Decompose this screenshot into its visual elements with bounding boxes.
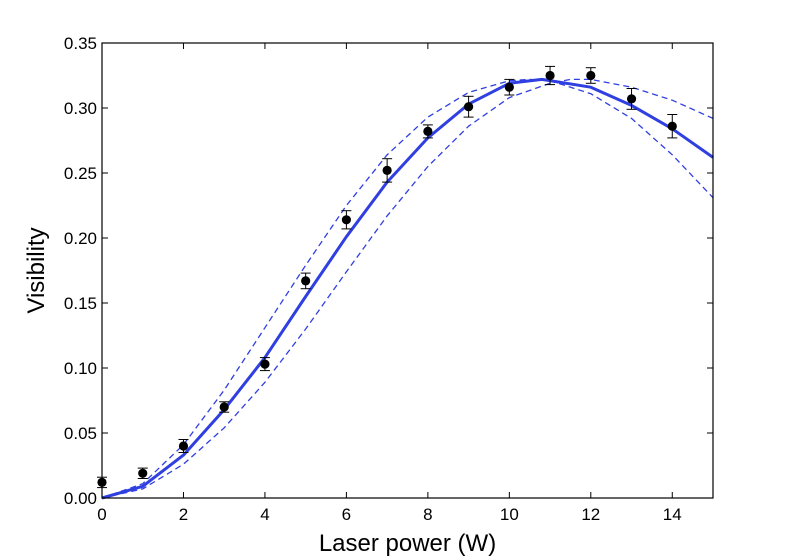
data-point-11 bbox=[545, 70, 555, 81]
data-point-3 bbox=[219, 402, 229, 412]
data-point-5 bbox=[301, 276, 311, 286]
data-point-7 bbox=[382, 165, 392, 175]
data-point-8 bbox=[423, 126, 433, 136]
data-point-4 bbox=[260, 359, 270, 369]
data-point-12 bbox=[586, 70, 596, 81]
x-tick-label-5: 10 bbox=[500, 505, 519, 524]
x-tick-label-3: 6 bbox=[342, 505, 351, 524]
data-point-2 bbox=[178, 441, 189, 451]
x-axis-label: Laser power (W) bbox=[319, 530, 496, 557]
y-tick-label-4: 0.20 bbox=[64, 229, 97, 248]
x-tick-label-4: 8 bbox=[423, 505, 432, 524]
x-tick-label-6: 12 bbox=[581, 505, 600, 524]
plot-frame bbox=[101, 42, 714, 499]
y-tick-label-3: 0.15 bbox=[64, 294, 97, 313]
data-point-13 bbox=[626, 94, 637, 104]
x-tick-label-0: 0 bbox=[97, 505, 106, 524]
data-point-9 bbox=[464, 102, 474, 112]
y-axis-label: Visibility bbox=[23, 227, 50, 313]
fit-curves bbox=[101, 77, 714, 500]
x-tick-label-2: 4 bbox=[260, 505, 269, 524]
data-point-1 bbox=[138, 468, 148, 478]
data-point-6 bbox=[341, 215, 351, 225]
fit-curve-dashed-2 bbox=[101, 78, 714, 499]
y-axis-ticks: 0.00 0.05 0.10 0.15 0.20 0.25 0.30 0.35 bbox=[64, 34, 713, 508]
y-tick-label-1: 0.05 bbox=[64, 424, 97, 443]
x-tick-label-1: 2 bbox=[179, 505, 188, 524]
fit-curve-dashed-1 bbox=[101, 78, 714, 499]
x-axis-ticks: 0 2 4 6 8 10 12 14 bbox=[97, 43, 682, 524]
y-tick-label-0: 0.00 bbox=[64, 489, 97, 508]
data-point-10 bbox=[504, 82, 514, 92]
fit-curve-solid bbox=[101, 77, 714, 500]
data-point-14 bbox=[667, 121, 677, 131]
error-bars bbox=[97, 65, 678, 489]
data-points bbox=[97, 70, 677, 487]
x-tick-label-7: 14 bbox=[663, 505, 682, 524]
y-tick-label-6: 0.30 bbox=[64, 99, 97, 118]
y-tick-label-5: 0.25 bbox=[64, 164, 97, 183]
y-tick-label-2: 0.10 bbox=[64, 359, 97, 378]
y-tick-label-7: 0.35 bbox=[64, 34, 97, 53]
